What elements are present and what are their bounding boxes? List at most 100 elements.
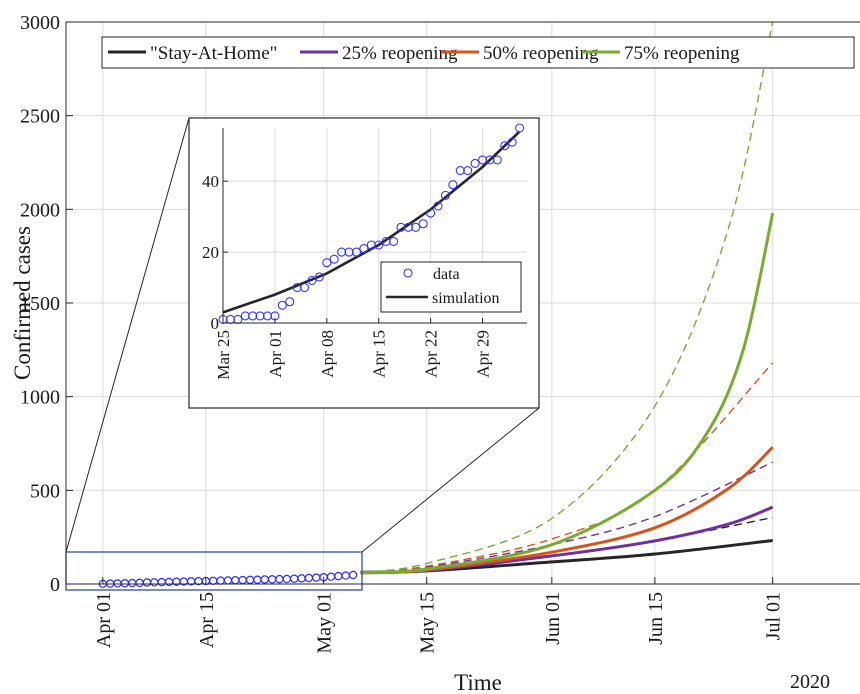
year-label: 2020 (790, 671, 830, 693)
data-point (120, 579, 130, 588)
main-data-markers (98, 570, 358, 589)
x-tick-label: Jun 15 (645, 592, 667, 645)
data-point (142, 578, 152, 587)
inset-data-point (300, 282, 310, 293)
data-point (275, 574, 284, 584)
y-tick-label: 2000 (20, 199, 60, 221)
legend-label: 50% reopening (483, 43, 599, 64)
inset-data-point (463, 165, 473, 176)
data-point (289, 574, 299, 583)
inset-simulation-line (222, 130, 521, 314)
inset-x-tick-label: Apr 08 (318, 330, 337, 378)
inset-x-tick-label: Apr 01 (266, 330, 285, 378)
inset-data-point (277, 300, 287, 310)
data-point (223, 576, 233, 585)
data-point (157, 577, 166, 587)
inset-legend-label-simulation: simulation (432, 290, 500, 307)
series-line-solid (360, 212, 775, 575)
inset-axes: 0 20 40 Mar 25 Apr 01 Apr 08 Apr 15 Apr 22 Apr 2… (202, 128, 527, 380)
series-line-dashed (360, 516, 773, 573)
series-line-dashed (360, 21, 774, 573)
inset-data-point (440, 190, 450, 200)
inset-data-point (403, 222, 413, 232)
y-tick-label: 500 (30, 480, 60, 502)
inset-y-tick-label: 0 (211, 314, 220, 333)
data-point (326, 572, 336, 581)
series-line-dashed (360, 362, 774, 574)
data-point (348, 570, 358, 580)
inset-data-point (329, 254, 339, 264)
inset-data-point (477, 155, 488, 165)
inset-data-point (411, 222, 421, 232)
main-legend: "Stay-At-Home" 25% reopening 50% reopening… (101, 36, 855, 69)
data-point (297, 574, 306, 583)
inset-data-point (285, 297, 295, 307)
main-tick-labels: 0 500 1000 1500 2000 2500 3000 Apr 01 Apr 15 May … (20, 12, 785, 654)
data-point (245, 575, 255, 585)
inset-data-point (351, 247, 362, 257)
data-point (216, 576, 225, 585)
data-point (128, 578, 137, 588)
inset-data-point (337, 247, 347, 257)
inset-data-point (418, 219, 428, 229)
inset-x-tick-label: Apr 15 (370, 330, 389, 378)
inset-data-point (500, 141, 510, 151)
connector-line-left (65, 117, 190, 553)
x-tick-label: Jul 01 (763, 592, 785, 640)
inset-data-point (426, 208, 436, 218)
legend-label: 75% reopening (624, 43, 740, 64)
x-tick-label: Apr 01 (93, 592, 115, 648)
x-tick-label: Apr 15 (196, 592, 218, 648)
inset-data-point (262, 311, 273, 321)
legend-label: 25% reopening (342, 43, 458, 64)
data-point (304, 573, 314, 583)
data-point (341, 571, 350, 580)
y-tick-label: 0 (50, 574, 60, 596)
inset-data-point (366, 240, 376, 250)
y-tick-label: 3000 (20, 12, 60, 34)
inset-data-point (248, 311, 258, 321)
inset-legend-marker-data (403, 268, 413, 278)
legend-label: "Stay-At-Home" (150, 43, 277, 64)
inset-data-point (396, 222, 406, 232)
x-tick-label: May 01 (314, 592, 336, 654)
inset-y-tick-label: 20 (202, 243, 219, 262)
inset-data-point (292, 282, 302, 293)
y-axis-title: Confirmed cases (10, 226, 35, 380)
data-point (282, 574, 292, 584)
zoom-connector-lines (65, 117, 540, 553)
y-tick-label: 1500 (20, 293, 60, 315)
inset-chart: 0 20 40 Mar 25 Apr 01 Apr 08 Apr 15 Apr 22 Apr 2… (188, 117, 540, 409)
inset-data-point (470, 158, 480, 169)
data-point (253, 575, 262, 584)
data-point (209, 576, 218, 586)
x-axis-title: Time (454, 670, 502, 694)
connector-line-right (361, 407, 540, 553)
inset-data-point (492, 155, 502, 165)
inset-x-tick-label: Apr 22 (422, 330, 441, 378)
inset-data-point (255, 311, 265, 321)
data-point (260, 575, 269, 584)
inset-legend: data simulation (380, 261, 522, 313)
x-tick-label: May 15 (417, 592, 439, 654)
main-series-lines (360, 21, 775, 575)
inset-data-point (240, 311, 250, 321)
inset-y-tick-label: 40 (202, 172, 219, 191)
data-point (135, 578, 144, 588)
data-point (150, 578, 159, 587)
data-point (238, 575, 247, 585)
y-tick-label: 2500 (20, 106, 60, 128)
data-point (113, 579, 122, 588)
inset-data-point (344, 247, 354, 257)
series-line-solid (360, 539, 773, 574)
inset-series (218, 123, 525, 325)
inset-data-point (433, 201, 443, 211)
data-point (334, 571, 343, 581)
series-line-dashed (360, 461, 773, 574)
inset-data-point (314, 272, 324, 282)
inset-data-point (485, 155, 495, 165)
data-point (267, 575, 277, 584)
inset-data-point (515, 123, 525, 133)
data-point (231, 576, 240, 585)
